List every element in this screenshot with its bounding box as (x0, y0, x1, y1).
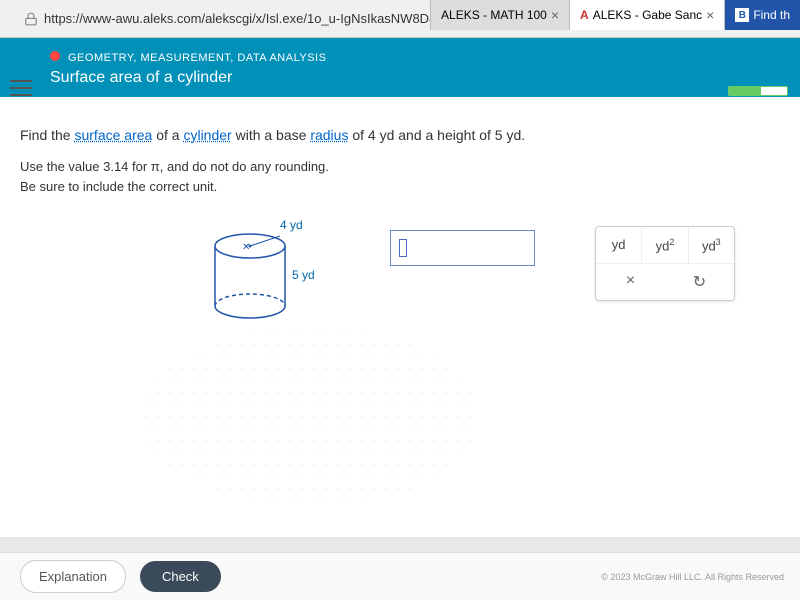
decorative-dots (140, 327, 480, 507)
tab-find[interactable]: B Find th (724, 0, 800, 30)
term-surface-area[interactable]: surface area (74, 127, 152, 143)
clear-button[interactable]: × (596, 264, 665, 300)
cursor-icon (399, 239, 407, 257)
tab-icon: B (735, 8, 749, 22)
term-cylinder[interactable]: cylinder (183, 127, 231, 143)
tab-math[interactable]: ALEKS - MATH 100 × (430, 0, 569, 30)
topic-header: GEOMETRY, MEASUREMENT, DATA ANALYSIS Sur… (0, 38, 800, 97)
tab-aleks-active[interactable]: A ALEKS - Gabe Sanc × (569, 0, 724, 30)
unit-yd3[interactable]: yd3 (689, 227, 734, 263)
answer-input[interactable] (390, 230, 535, 266)
reset-button[interactable]: ↻ (665, 264, 734, 300)
explanation-button[interactable]: Explanation (20, 560, 126, 593)
reset-icon: ↻ (693, 274, 706, 291)
term-radius[interactable]: radius (310, 127, 348, 143)
page-title: Surface area of a cylinder (50, 69, 750, 87)
content-area: Find the surface area of a cylinder with… (0, 97, 800, 537)
times-icon: × (626, 272, 635, 289)
breadcrumb: GEOMETRY, MEASUREMENT, DATA ANALYSIS (68, 52, 326, 64)
height-label: 5 yd (292, 268, 315, 282)
copyright-text: © 2023 McGraw Hill LLC. All Rights Reser… (601, 572, 784, 582)
bottom-bar: Explanation Check © 2023 McGraw Hill LLC… (0, 552, 800, 600)
close-icon[interactable]: × (706, 7, 714, 23)
lock-icon (24, 12, 38, 26)
svg-text:✕: ✕ (242, 242, 250, 253)
check-button[interactable]: Check (140, 561, 221, 592)
progress-bar (728, 86, 788, 96)
unit-yd[interactable]: yd (596, 227, 642, 263)
tab-label: Find th (753, 8, 790, 22)
tab-icon: A (580, 8, 589, 22)
unit-yd2[interactable]: yd2 (642, 227, 688, 263)
status-dot-icon (50, 51, 60, 61)
question-text: Find the surface area of a cylinder with… (20, 127, 780, 143)
cylinder-diagram: ✕ 4 yd 5 yd (210, 226, 330, 336)
unit-panel: yd yd2 yd3 × ↻ (595, 226, 735, 301)
tab-label: ALEKS - MATH 100 (441, 8, 547, 22)
tab-bar: ALEKS - MATH 100 × A ALEKS - Gabe Sanc ×… (430, 0, 800, 30)
menu-icon[interactable] (10, 80, 32, 98)
instruction-text: Use the value 3.14 for π, and do not do … (20, 157, 780, 196)
tab-label: ALEKS - Gabe Sanc (593, 8, 702, 22)
close-icon[interactable]: × (551, 7, 559, 23)
radius-label: 4 yd (280, 218, 303, 232)
